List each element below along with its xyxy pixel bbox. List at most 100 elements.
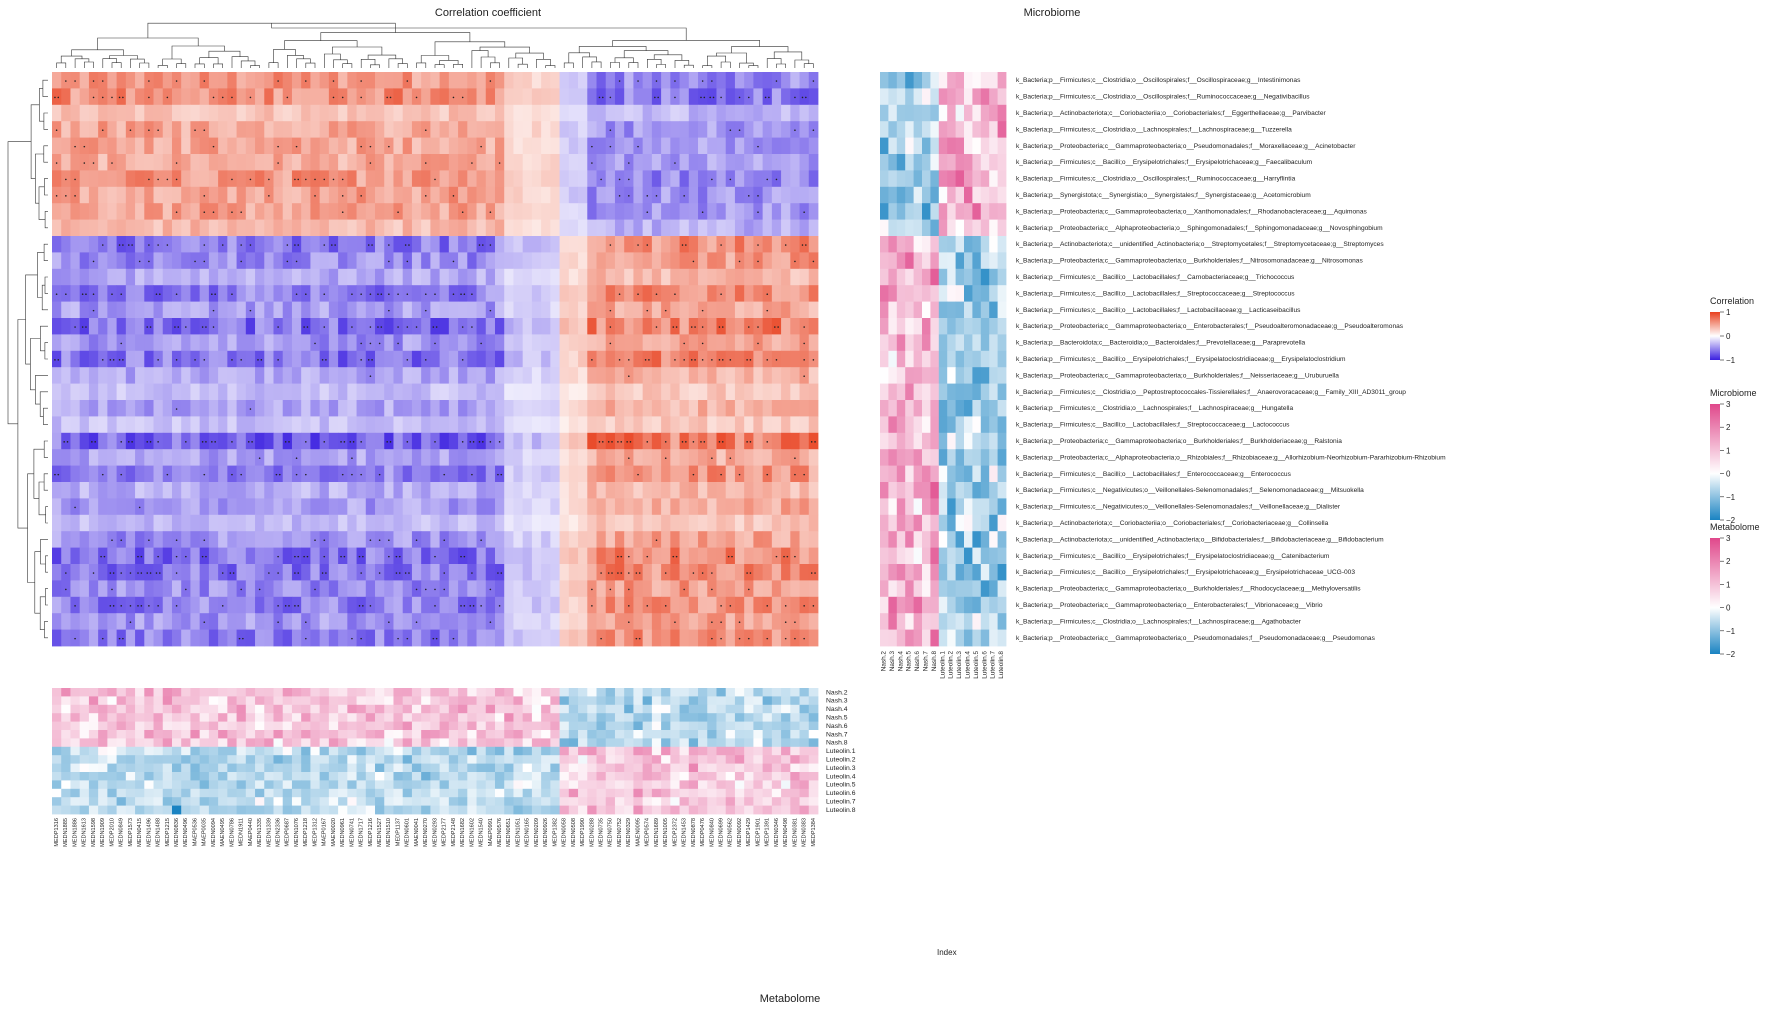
corr-cell (605, 367, 616, 384)
corr-cell (679, 170, 690, 188)
microbiome-cell (972, 154, 982, 171)
corr-cell (476, 465, 487, 483)
corr-cell (116, 154, 127, 171)
corr-cell (605, 482, 616, 499)
metabolome-cell (301, 738, 311, 748)
corr-cell (255, 596, 265, 614)
microbiome-cell (972, 121, 982, 138)
microbiome-cell (896, 580, 906, 598)
significance-mark (471, 162, 473, 164)
dendrogram-branch (268, 62, 279, 68)
corr-cell (670, 268, 680, 286)
significance-mark (766, 473, 769, 476)
corr-cell (504, 154, 514, 171)
significance-mark (101, 96, 104, 99)
significance-mark (57, 359, 60, 361)
microbiome-cell (989, 498, 998, 516)
microbiome-cell (989, 252, 998, 270)
microbiome-cell (947, 318, 956, 335)
corr-cell (716, 482, 727, 499)
corr-cell (633, 383, 644, 401)
corr-cell (264, 367, 274, 384)
corr-cell (356, 236, 367, 253)
dendrogram-branch (157, 65, 168, 68)
corr-cell (578, 88, 588, 106)
corr-cell (661, 367, 671, 384)
corr-cell (790, 318, 800, 335)
significance-mark (92, 572, 95, 574)
significance-mark (764, 96, 767, 99)
corr-cell (439, 72, 450, 89)
metabolome-cell (568, 746, 579, 756)
corr-cell (522, 334, 533, 352)
microbiome-cell (888, 88, 898, 106)
corr-cell (125, 334, 136, 352)
corr-cell (135, 449, 145, 466)
corr-cell (365, 465, 376, 483)
metabolome-cell (624, 688, 634, 697)
corr-cell (301, 580, 311, 598)
corr-cell (559, 301, 570, 319)
corr-cell (458, 613, 468, 630)
metabolome-cell (596, 713, 607, 722)
corr-cell (347, 547, 357, 565)
corr-cell (52, 219, 62, 237)
corr-cell (614, 613, 625, 630)
microbiome-cell (989, 400, 998, 417)
corr-cell (310, 482, 321, 499)
metabolome-cell (227, 713, 237, 722)
corr-cell (458, 334, 468, 352)
significance-mark (406, 260, 409, 263)
corr-cell (587, 629, 597, 647)
corr-cell (107, 482, 117, 499)
corr-cell (282, 531, 293, 548)
metabolome-cell (633, 696, 644, 706)
corr-cell (328, 613, 339, 630)
corr-cell (79, 285, 90, 302)
corr-cell (771, 285, 782, 302)
corr-cell (282, 203, 293, 220)
metabolome-cell (753, 696, 764, 706)
metabolome-cell (716, 713, 727, 722)
metabolome-cell (541, 738, 551, 748)
corr-cell (642, 367, 653, 384)
corr-cell (541, 482, 551, 499)
corr-cell (255, 252, 265, 270)
corr-cell (596, 236, 607, 253)
microbiome-cell (938, 170, 948, 188)
metabolome-cell (61, 696, 71, 706)
corr-cell (255, 350, 265, 368)
corr-cell (375, 383, 385, 401)
corr-cell (208, 268, 219, 286)
significance-mark (185, 326, 187, 328)
metabolome-cell (476, 704, 487, 714)
corr-cell (799, 400, 810, 417)
corr-cell (541, 613, 551, 630)
corr-cell (171, 629, 182, 647)
significance-mark (112, 359, 115, 361)
corr-cell (707, 596, 717, 614)
corr-cell (771, 88, 782, 106)
corr-cell (245, 219, 256, 237)
corr-cell (411, 514, 422, 532)
corr-cell (310, 121, 321, 138)
corr-cell (181, 514, 191, 532)
metabolome-cell (107, 738, 117, 748)
corr-cell (375, 72, 385, 89)
metabolome-cell (328, 721, 339, 731)
significance-mark (111, 162, 113, 164)
metabolome-cell (485, 688, 496, 697)
corr-cell (393, 350, 404, 368)
corr-cell (587, 498, 597, 516)
dendrogram-branch (43, 407, 48, 425)
metabolome-cell (458, 746, 468, 756)
corr-cell (264, 268, 274, 286)
corr-cell (688, 531, 699, 548)
metabolome-cell (356, 721, 367, 731)
corr-cell (190, 236, 201, 253)
corr-cell (688, 186, 699, 204)
corr-cell (79, 170, 90, 188)
microbiome-cell (938, 203, 948, 220)
corr-cell (633, 498, 644, 516)
metabolome-cell (135, 696, 145, 706)
